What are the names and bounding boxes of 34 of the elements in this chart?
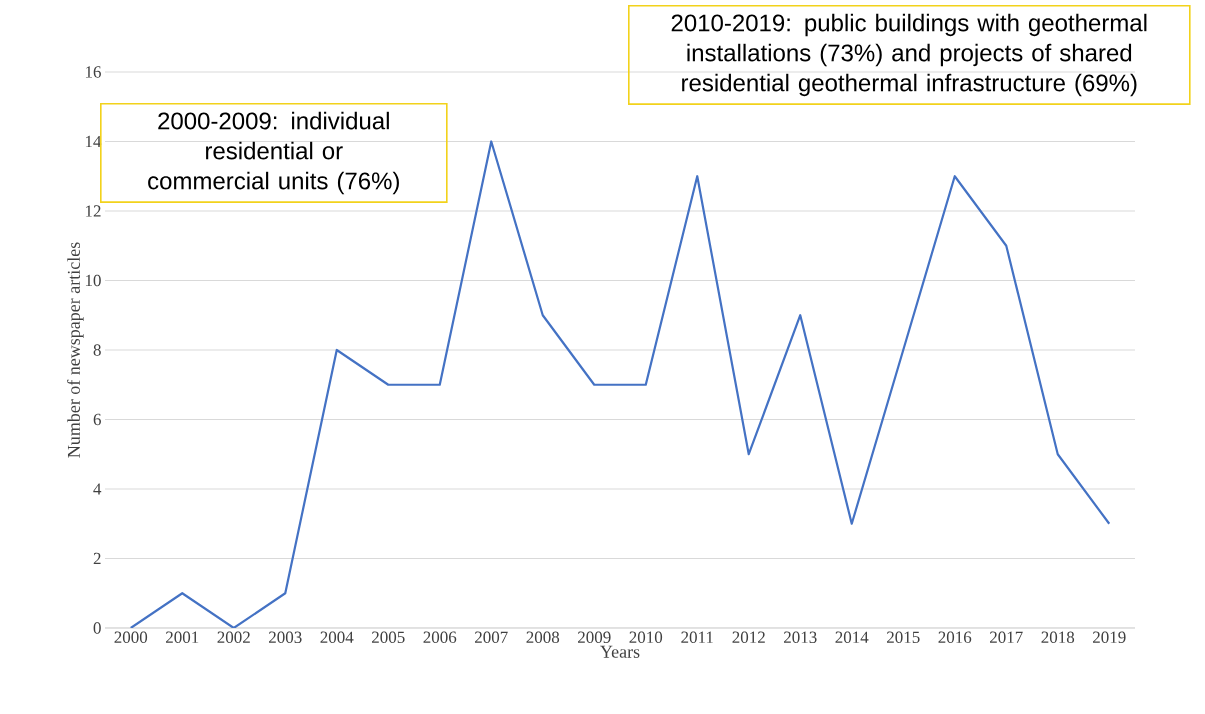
- y-tick-label: 16: [85, 66, 101, 78]
- x-tick-label: 2019: [1093, 631, 1126, 643]
- y-axis-title: Number of newspaper articles: [67, 242, 84, 458]
- x-tick-label: 2000: [114, 631, 148, 643]
- y-tick-label: 14: [85, 135, 102, 148]
- y-tick-label: 12: [85, 205, 101, 217]
- x-tick-label: 2008: [526, 631, 560, 643]
- x-tick-label: 2018: [1041, 631, 1075, 643]
- x-tick-label: 2005: [372, 631, 405, 643]
- x-tick-label: 2012: [732, 631, 765, 643]
- x-tick-label: 2009: [578, 631, 611, 643]
- y-tick-label: 8: [93, 344, 101, 356]
- annotation: 2010-2019: public buildings with geothermal installations (73%) and projects of shared residential geothermal infrastructure (69%): [671, 13, 1147, 97]
- x-tick-label: 2004: [320, 631, 354, 643]
- x-tick-label: 2007: [475, 631, 508, 643]
- x-tick-label: 2006: [423, 631, 457, 643]
- annotation: 2000-2009: individual residential or commercial units (76%): [148, 111, 399, 195]
- x-tick-label: 2016: [938, 631, 972, 643]
- x-tick-label: 2011: [681, 631, 713, 643]
- x-tick-label: 2013: [784, 631, 817, 643]
- x-tick-label: 2003: [269, 631, 302, 643]
- x-tick-label: 2014: [835, 631, 869, 643]
- y-tick-label: 6: [93, 413, 101, 426]
- x-tick-label: 2017: [990, 631, 1023, 643]
- x-tick-label: 2002: [217, 631, 250, 643]
- x-axis-title: Years: [600, 645, 640, 658]
- y-tick-label: 4: [93, 483, 102, 495]
- x-tick-label: 2010: [629, 631, 663, 643]
- y-tick-label: 0: [93, 622, 101, 634]
- y-tick-label: 2: [93, 552, 101, 565]
- x-tick-label: 2001: [166, 631, 199, 643]
- x-tick-label: 2015: [887, 631, 920, 643]
- y-tick-label: 10: [85, 274, 101, 287]
- line-series: [129, 140, 1111, 628]
